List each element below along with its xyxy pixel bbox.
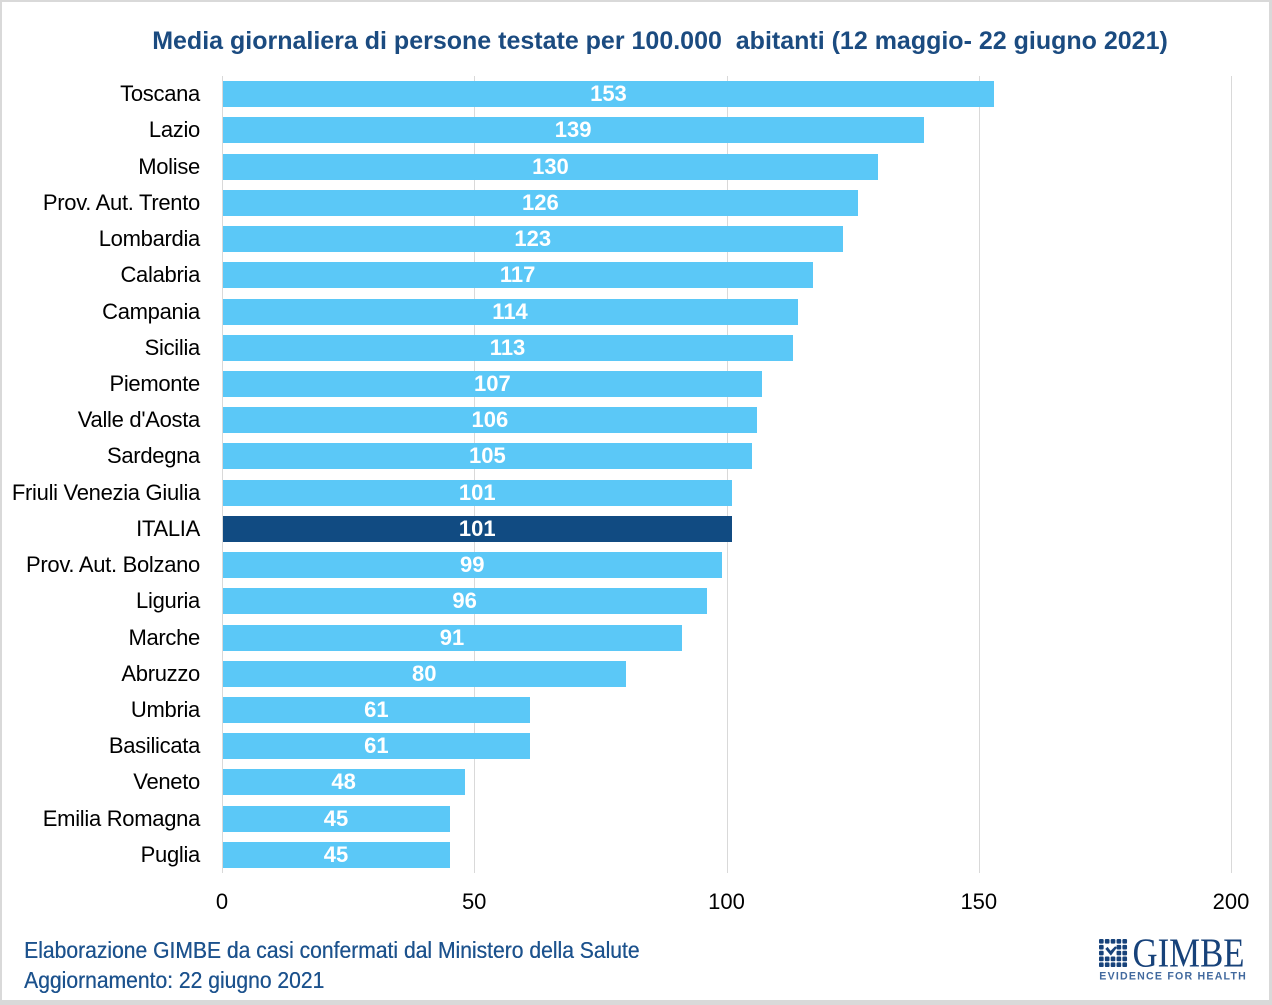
svg-text:GIMBE: GIMBE	[1133, 935, 1245, 976]
svg-text:EVIDENCE FOR HEALTH: EVIDENCE FOR HEALTH	[1099, 971, 1246, 983]
